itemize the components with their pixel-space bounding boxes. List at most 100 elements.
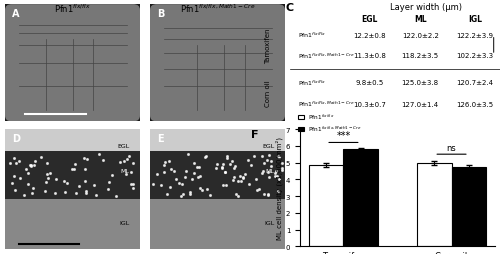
Point xyxy=(96,152,104,156)
FancyBboxPatch shape xyxy=(5,151,140,199)
Point xyxy=(24,171,32,175)
Point xyxy=(202,187,210,191)
Text: ML: ML xyxy=(266,169,274,174)
Point xyxy=(83,157,91,161)
Legend: Pfn1$^{flx/flx}$, Pfn1$^{flx/flx,Math1-Cre}$: Pfn1$^{flx/flx}$, Pfn1$^{flx/flx,Math1-C… xyxy=(296,110,364,136)
Point xyxy=(230,176,237,180)
Text: E: E xyxy=(157,133,164,143)
Text: 127.0±1.4: 127.0±1.4 xyxy=(402,101,439,107)
Text: IGL: IGL xyxy=(119,220,129,225)
Point xyxy=(120,160,128,164)
Point xyxy=(190,171,198,175)
Point xyxy=(28,191,36,195)
Point xyxy=(230,167,238,171)
Point xyxy=(222,156,230,161)
Text: 12.2±0.8: 12.2±0.8 xyxy=(354,33,386,39)
Point xyxy=(167,167,175,171)
Point xyxy=(188,178,196,182)
Point xyxy=(22,168,30,172)
Point xyxy=(46,171,54,175)
Point xyxy=(8,181,16,185)
Point xyxy=(123,157,131,161)
Point xyxy=(278,166,285,170)
Point xyxy=(104,187,112,192)
Point xyxy=(16,176,24,180)
Point xyxy=(80,156,88,160)
Point xyxy=(228,159,236,163)
Y-axis label: ML cell density (x1,000/mm²): ML cell density (x1,000/mm²) xyxy=(276,137,283,239)
Point xyxy=(258,154,266,158)
Point xyxy=(90,184,98,188)
Bar xyxy=(452,167,486,246)
Point xyxy=(42,189,50,194)
Point xyxy=(60,179,68,183)
Point xyxy=(240,176,248,180)
FancyBboxPatch shape xyxy=(150,199,285,249)
Point xyxy=(206,193,214,197)
Point xyxy=(260,192,268,196)
Point xyxy=(234,194,241,198)
Point xyxy=(264,175,272,179)
Point xyxy=(164,159,172,163)
Point xyxy=(219,183,227,187)
Point xyxy=(116,160,124,164)
Point xyxy=(153,173,161,177)
Point xyxy=(186,192,194,196)
Point xyxy=(149,182,157,186)
Point xyxy=(255,188,263,192)
Point xyxy=(12,162,20,166)
Point xyxy=(274,154,282,158)
Point xyxy=(37,155,45,160)
Point xyxy=(194,165,202,169)
Point xyxy=(262,158,270,162)
Text: EGL: EGL xyxy=(262,144,274,149)
Point xyxy=(129,161,137,165)
Point xyxy=(244,158,252,163)
Point xyxy=(229,178,237,182)
Point xyxy=(60,190,68,194)
Point xyxy=(196,187,203,191)
Point xyxy=(112,194,120,198)
Text: F: F xyxy=(252,130,259,139)
Point xyxy=(24,182,32,186)
Point xyxy=(274,190,282,194)
Point xyxy=(122,172,130,177)
Text: Pfn1$^{flx/flx,Math1-Cre}$: Pfn1$^{flx/flx,Math1-Cre}$ xyxy=(180,3,255,15)
Text: 10.3±0.7: 10.3±0.7 xyxy=(354,101,386,107)
Point xyxy=(70,167,78,171)
Point xyxy=(222,170,230,174)
Point xyxy=(218,165,226,169)
Point xyxy=(272,169,280,173)
Point xyxy=(223,154,231,158)
FancyBboxPatch shape xyxy=(150,130,285,151)
Point xyxy=(82,179,90,183)
Point xyxy=(219,162,227,166)
Point xyxy=(166,185,174,189)
Point xyxy=(271,174,279,178)
Point xyxy=(278,168,286,172)
Point xyxy=(258,172,266,176)
Point xyxy=(26,164,34,168)
Point xyxy=(250,154,258,158)
Point xyxy=(72,191,80,195)
Point xyxy=(81,167,89,171)
Point xyxy=(240,176,248,180)
Point xyxy=(267,160,275,164)
Point xyxy=(160,163,168,167)
Point xyxy=(178,192,186,196)
Point xyxy=(214,163,222,167)
Point xyxy=(126,154,134,158)
Point xyxy=(127,183,135,187)
Point xyxy=(264,192,272,196)
Point xyxy=(198,188,206,193)
Point xyxy=(274,156,282,160)
Point xyxy=(264,193,272,197)
Point xyxy=(130,186,138,190)
Point xyxy=(232,192,240,196)
Point xyxy=(157,184,165,188)
Point xyxy=(177,194,185,198)
Text: Pfn1$^{flx/flx}$: Pfn1$^{flx/flx}$ xyxy=(298,31,326,40)
Text: 122.2±3.9: 122.2±3.9 xyxy=(456,33,494,39)
Text: EGL: EGL xyxy=(117,144,129,149)
Point xyxy=(28,163,36,167)
